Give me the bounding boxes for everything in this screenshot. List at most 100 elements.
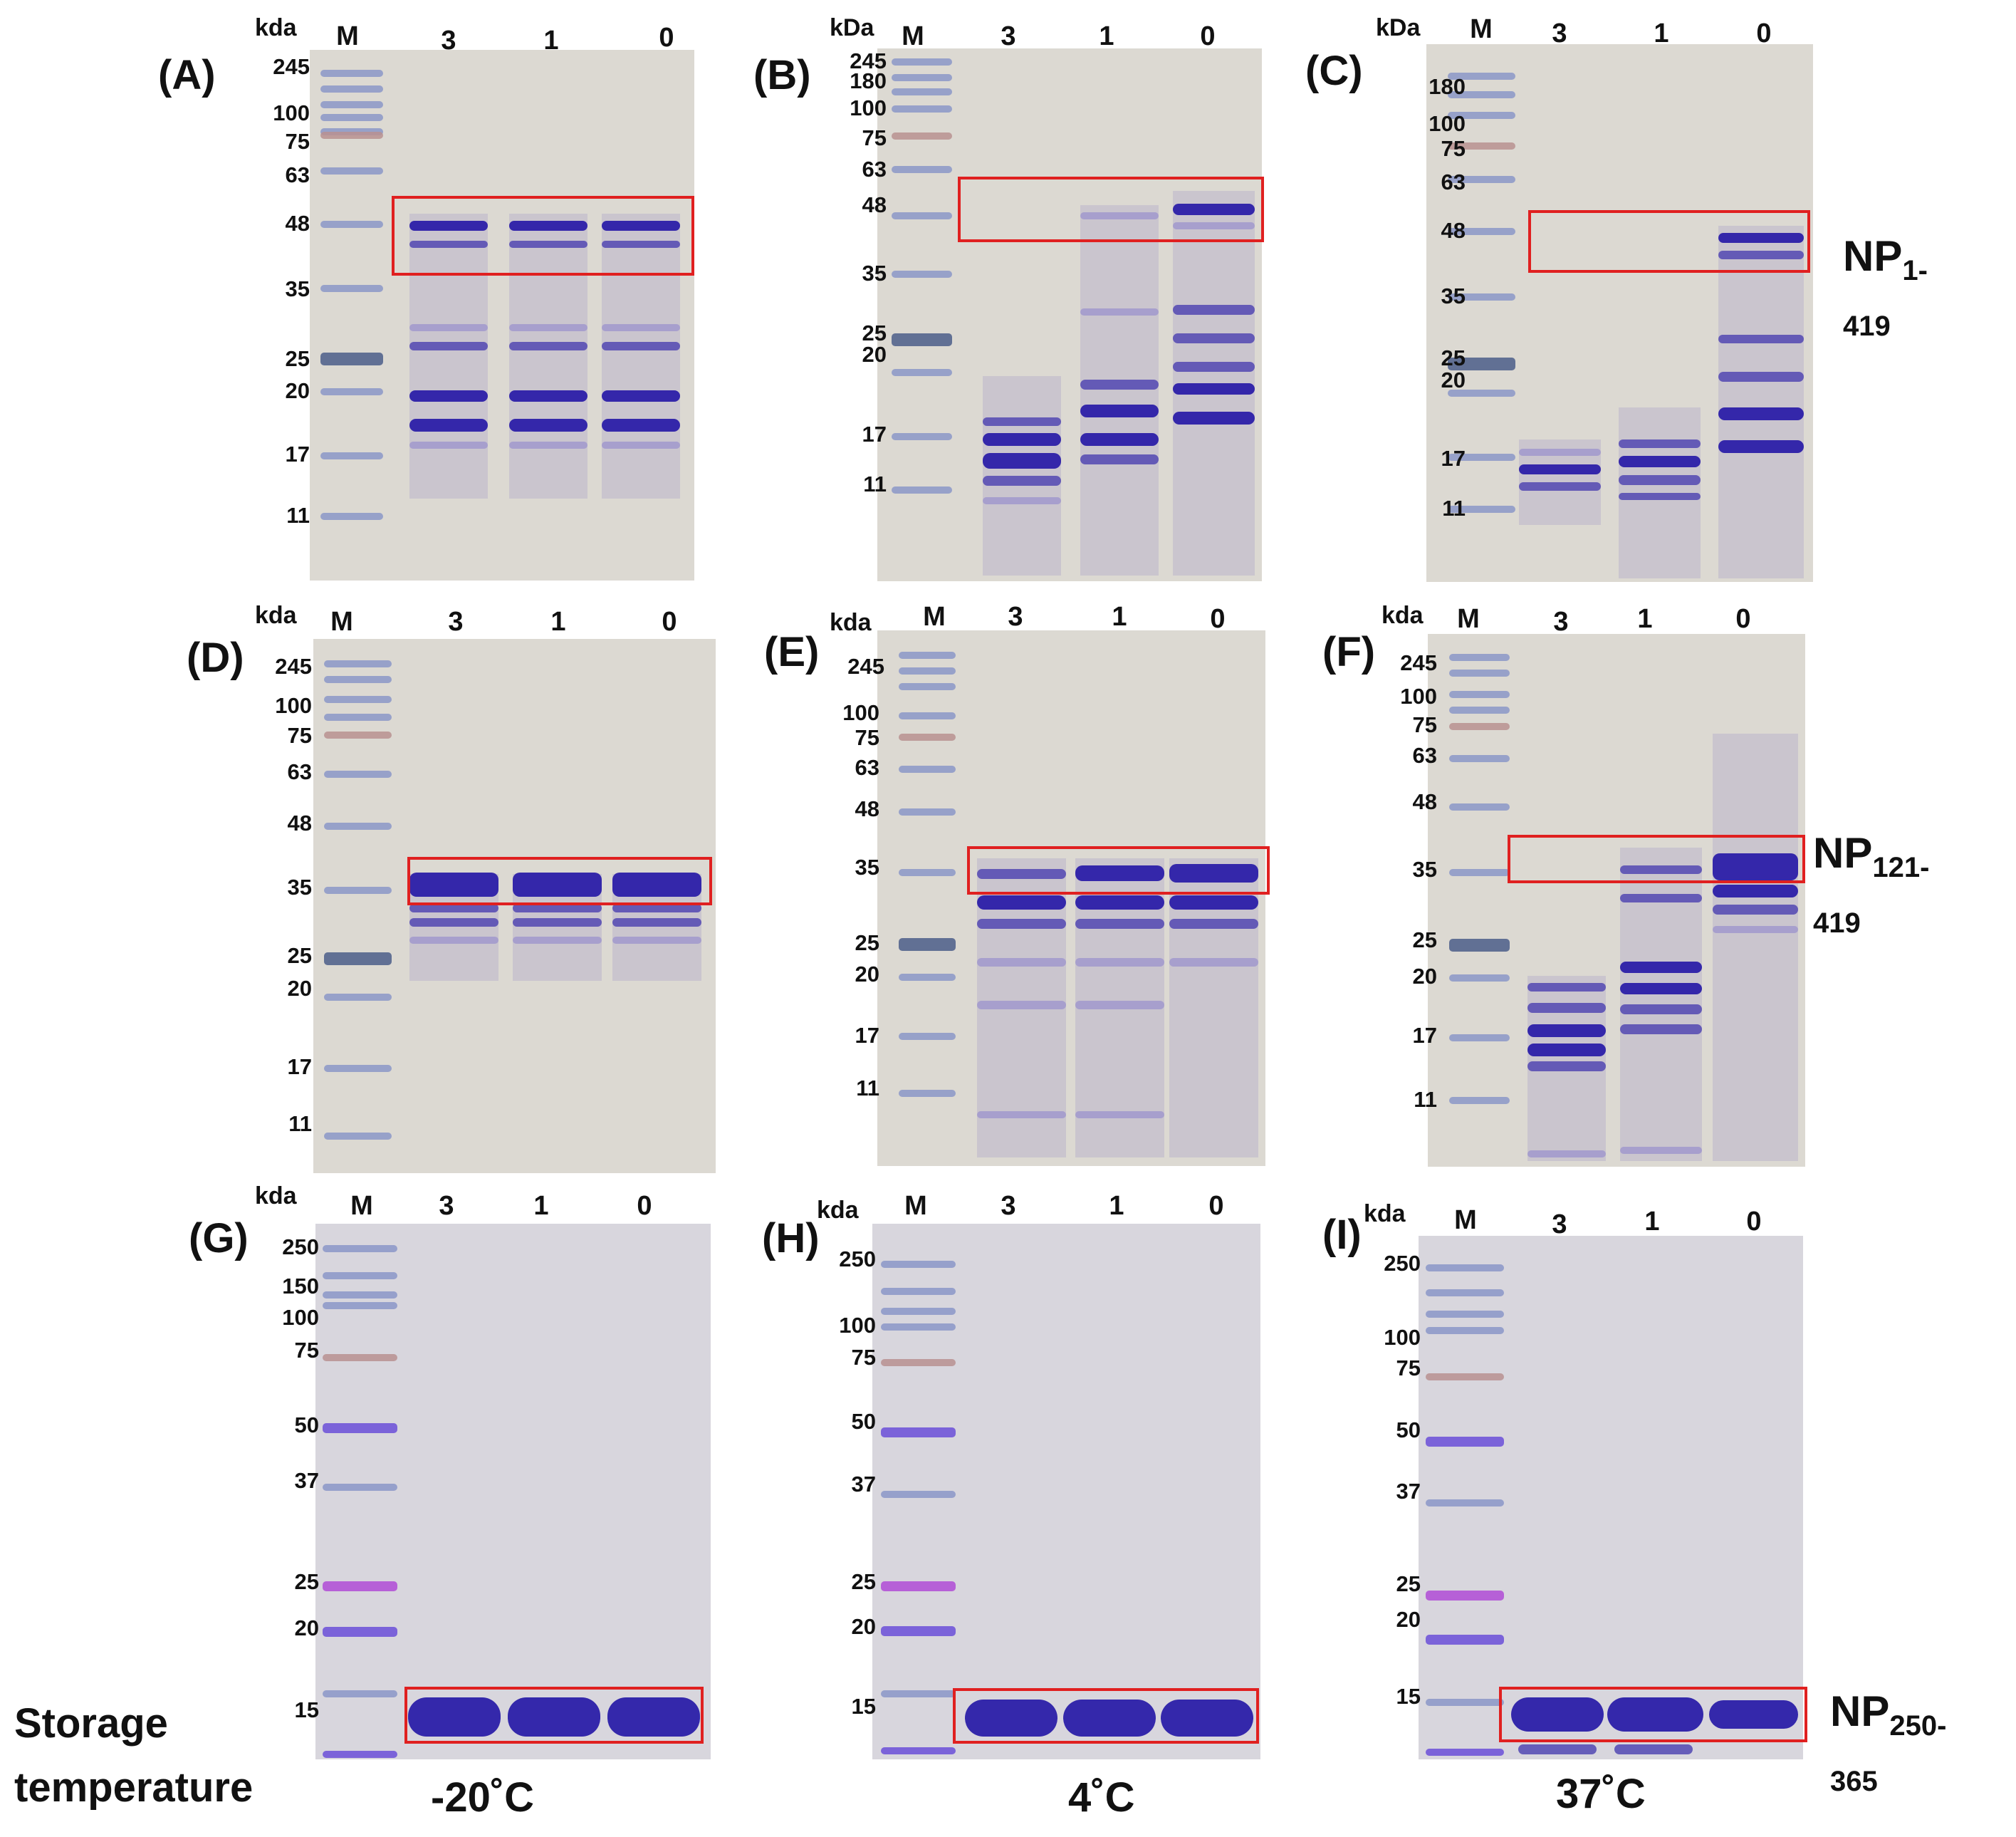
unit-label-e: kda — [830, 609, 872, 636]
mw-marker: 250 — [1384, 1251, 1421, 1276]
unit-label-i: kda — [1364, 1200, 1406, 1227]
lane-header-1: 1 — [1654, 19, 1669, 48]
protein-band — [1527, 1044, 1606, 1056]
protein-band — [1169, 864, 1258, 883]
protein-band — [1620, 1024, 1702, 1034]
protein-band — [1173, 333, 1255, 343]
panel-label-c: (C) — [1305, 48, 1363, 94]
ladder-band — [1449, 803, 1510, 811]
ladder-band — [899, 974, 956, 981]
protein-band — [409, 390, 488, 402]
ladder-band — [323, 1484, 397, 1491]
lane-smear — [509, 214, 587, 499]
ladder-band — [899, 938, 956, 951]
ladder-band — [892, 369, 952, 376]
mw-marker: 250 — [839, 1247, 876, 1271]
gel-image-h — [872, 1224, 1260, 1759]
lane-header-1: 1 — [1109, 1191, 1124, 1221]
ladder-band — [1449, 654, 1510, 661]
lane-header-0: 0 — [1210, 604, 1226, 634]
mw-marker: 11 — [288, 1111, 312, 1136]
protein-band — [1075, 1111, 1164, 1118]
lane-header-3: 3 — [439, 1191, 454, 1221]
protein-band — [1519, 449, 1601, 456]
protein-band — [509, 419, 587, 432]
ladder-band — [320, 132, 383, 139]
mw-marker: 25 — [285, 346, 310, 371]
lane-header-1: 1 — [1637, 604, 1653, 634]
mw-marker: 17 — [287, 1054, 312, 1079]
lane-header-0: 0 — [1756, 19, 1772, 48]
ladder-band — [1448, 142, 1515, 150]
ladder-band — [1426, 1437, 1504, 1447]
mw-marker: 100 — [839, 1313, 876, 1338]
ladder-band — [892, 333, 952, 346]
mw-marker: 35 — [855, 855, 879, 880]
protein-band — [409, 937, 498, 944]
ladder-band — [320, 85, 383, 93]
lane-header-m: M — [1457, 604, 1480, 634]
panel-a: (A) kda M 3 1 0 — [0, 0, 694, 591]
protein-band — [409, 904, 498, 912]
ladder-band — [324, 823, 392, 830]
lane-header-3: 3 — [1001, 1191, 1016, 1221]
protein-band — [1718, 440, 1804, 453]
mw-marker: 25 — [1441, 345, 1466, 370]
mw-marker: 48 — [287, 811, 312, 836]
protein-band — [1173, 204, 1255, 215]
mw-marker: 100 — [842, 700, 879, 725]
protein-band — [1607, 1697, 1703, 1732]
protein-band — [1173, 222, 1255, 229]
mw-marker: 35 — [1441, 283, 1466, 308]
protein-band — [602, 419, 680, 432]
mw-marker: 245 — [850, 48, 887, 73]
ladder-band — [324, 771, 392, 778]
protein-band — [1718, 372, 1804, 382]
protein-band — [977, 1111, 1066, 1118]
protein-band — [1173, 383, 1255, 395]
ladder-band — [320, 353, 383, 365]
protein-band — [1075, 958, 1164, 967]
ladder-band — [324, 1133, 392, 1140]
lane-header-m: M — [336, 21, 359, 51]
ladder-band — [320, 285, 383, 292]
ladder-band — [881, 1747, 956, 1754]
ladder-band — [324, 994, 392, 1001]
mw-marker: 100 — [850, 95, 887, 120]
ladder-band — [320, 452, 383, 459]
mw-marker: 20 — [294, 1615, 319, 1640]
protein-band — [1080, 405, 1159, 417]
protein-band — [1075, 865, 1164, 881]
mw-marker: 25 — [294, 1569, 319, 1594]
temperature-37: 37˚C — [1556, 1771, 1646, 1817]
mw-marker: 15 — [1396, 1684, 1421, 1709]
ladder-band — [892, 74, 952, 81]
ladder-band — [1449, 869, 1510, 876]
ladder-band — [324, 660, 392, 667]
ladder-band — [323, 1751, 397, 1758]
ladder-band — [1426, 1289, 1504, 1296]
protein-band — [1619, 475, 1701, 485]
ladder-band — [324, 676, 392, 683]
mw-marker: 48 — [1412, 789, 1437, 814]
protein-band — [513, 937, 602, 944]
mw-marker: 25 — [862, 321, 887, 345]
protein-band — [409, 241, 488, 248]
protein-band — [513, 918, 602, 927]
ladder-band — [324, 714, 392, 721]
ladder-band — [1448, 73, 1515, 80]
gel-image-a — [310, 50, 694, 581]
lane-header-m: M — [330, 607, 353, 637]
ladder-band — [1449, 939, 1510, 952]
protein-band — [509, 390, 587, 402]
ladder-band — [1449, 691, 1510, 698]
lane-header-1: 1 — [543, 26, 559, 56]
storage-temperature-label: Storage temperature — [14, 1692, 253, 1820]
lane-header-1: 1 — [1099, 21, 1114, 51]
unit-label-a: kda — [255, 14, 297, 41]
ladder-band — [323, 1272, 397, 1279]
ladder-band — [892, 212, 952, 219]
protein-band — [612, 904, 701, 912]
mw-marker: 37 — [851, 1472, 876, 1497]
protein-band — [602, 342, 680, 350]
